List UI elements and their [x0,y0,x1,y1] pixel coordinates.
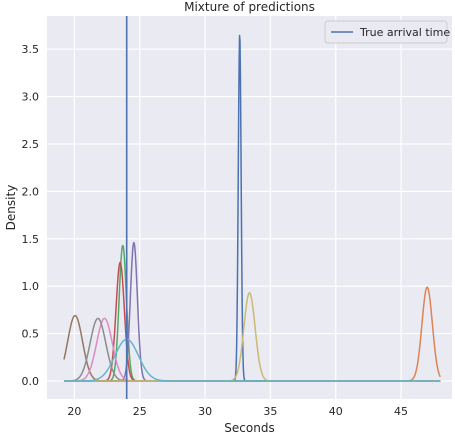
y-tick-label: 3.5 [22,43,40,56]
chart-title: Mixture of predictions [184,0,315,14]
grid-lines [47,16,452,399]
y-tick-label: 1.5 [22,233,40,246]
plot-area [47,16,452,399]
y-tick-labels: 0.0 0.5 1.0 1.5 2.0 2.5 3.0 3.5 [22,43,40,388]
y-tick-label: 0.5 [22,328,40,341]
x-tick-label: 40 [329,405,343,418]
x-tick-labels: 20 25 30 35 40 45 [67,405,408,418]
x-tick-label: 35 [263,405,277,418]
y-tick-label: 2.5 [22,138,40,151]
y-axis-label: Density [4,185,18,231]
y-tick-label: 2.0 [22,185,40,198]
x-tick-label: 25 [133,405,147,418]
x-tick-label: 45 [394,405,408,418]
x-axis-label: Seconds [224,421,274,435]
legend-label-true-arrival-time: True arrival time [359,26,450,39]
y-tick-label: 3.0 [22,91,40,104]
x-tick-label: 30 [198,405,212,418]
x-tick-label: 20 [67,405,81,418]
legend: True arrival time [324,20,450,44]
y-tick-label: 0.0 [22,375,40,388]
legend-box [324,20,448,44]
y-tick-label: 1.0 [22,280,40,293]
